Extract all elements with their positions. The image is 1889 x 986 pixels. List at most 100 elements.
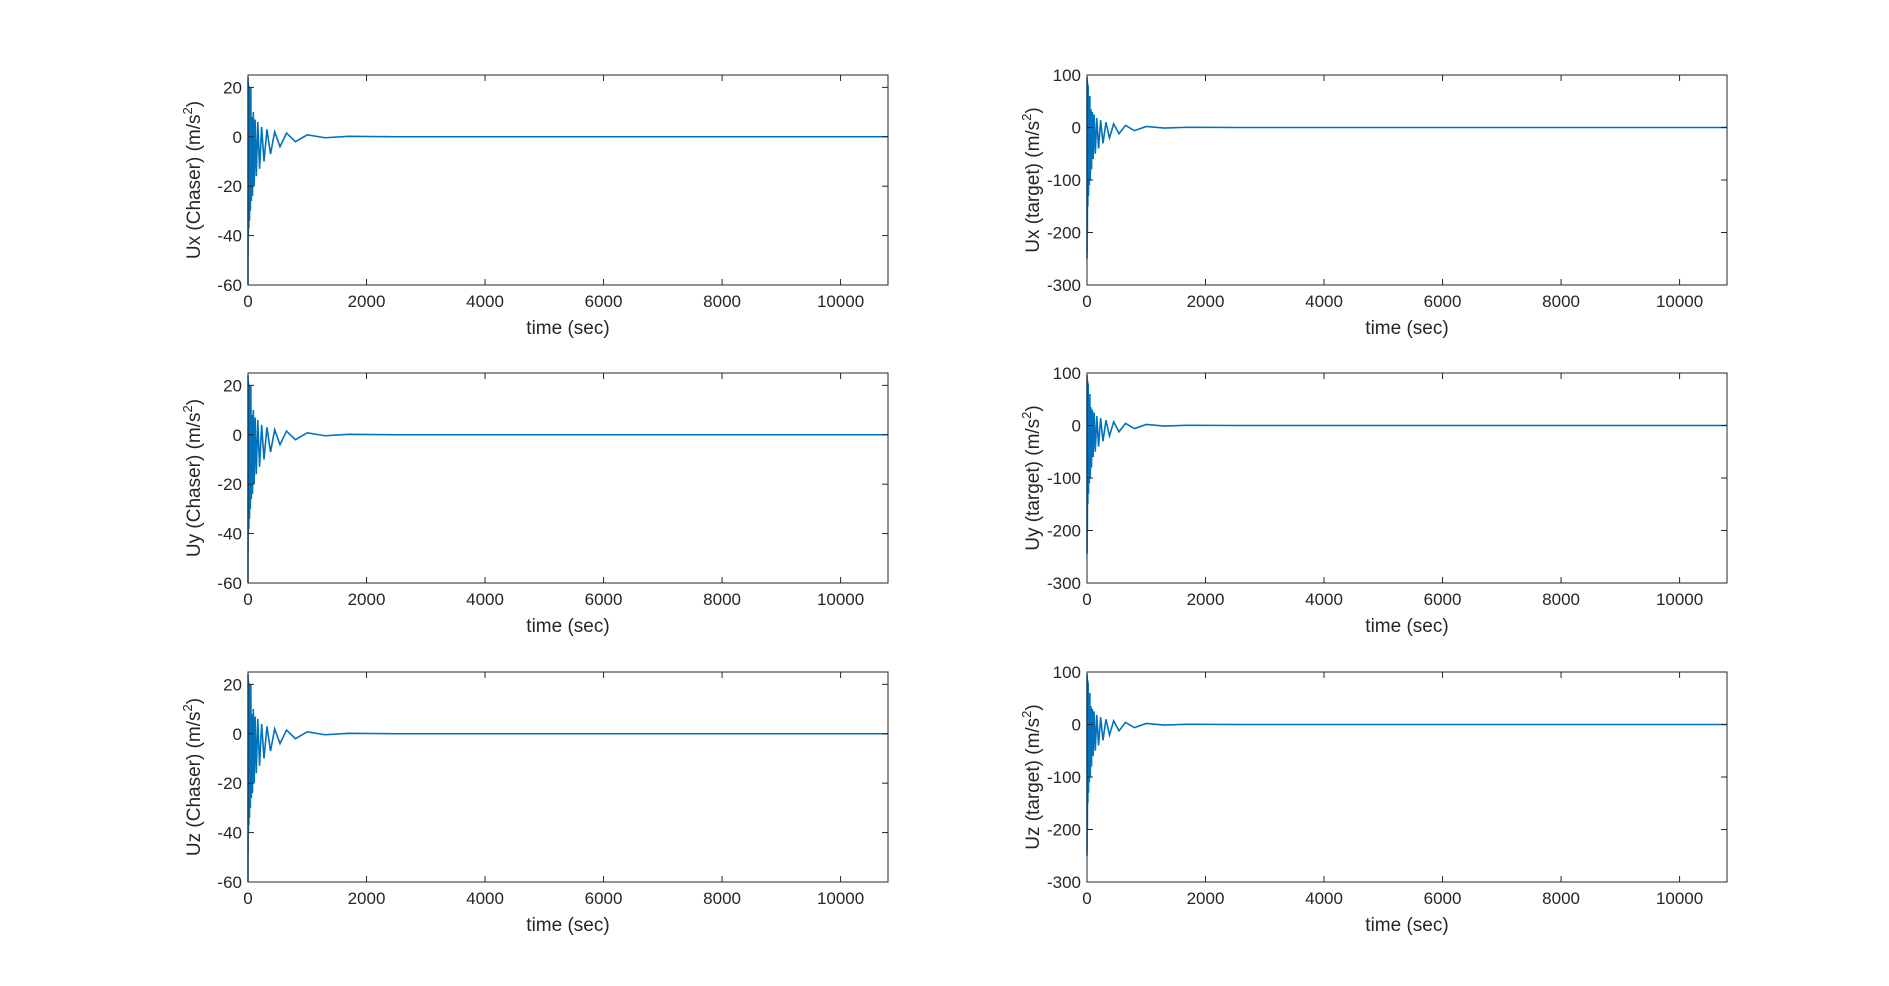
plot-area [248, 373, 888, 583]
x-tick-label: 0 [243, 590, 252, 609]
y-tick-label: 0 [1072, 119, 1081, 138]
y-axis-label: Uz (target) (m/s2) [1019, 704, 1044, 850]
y-tick-label: -100 [1047, 171, 1081, 190]
x-tick-label: 10000 [817, 292, 864, 311]
y-tick-label: 0 [233, 128, 242, 147]
x-tick-label: 2000 [348, 292, 386, 311]
x-tick-label: 6000 [585, 590, 623, 609]
x-tick-label: 10000 [817, 889, 864, 908]
x-axis-label: time (sec) [526, 318, 609, 339]
x-tick-label: 10000 [1656, 590, 1703, 609]
x-tick-label: 4000 [466, 889, 504, 908]
series-line-0 [247, 375, 888, 584]
plot-area [248, 75, 888, 285]
y-axis-label: Uy (target) (m/s2) [1019, 405, 1044, 551]
x-tick-label: 2000 [1187, 889, 1225, 908]
y-tick-label: -200 [1047, 522, 1081, 541]
y-axis-label-close: ) [1023, 107, 1044, 113]
x-tick-label: 6000 [585, 292, 623, 311]
y-tick-label: -300 [1047, 276, 1081, 295]
x-tick-label: 0 [1082, 590, 1091, 609]
y-tick-label: -40 [217, 227, 242, 246]
x-tick-label: 8000 [1542, 889, 1580, 908]
x-tick-label: 0 [1082, 889, 1091, 908]
y-tick-label: -20 [217, 475, 242, 494]
x-tick-label: 8000 [703, 292, 741, 311]
x-tick-label: 2000 [348, 889, 386, 908]
y-tick-label: 20 [223, 675, 242, 694]
subplot-uz-target: 0 2000 4000 6000 8000 10000 -300 -200 -100 0 100 ti… [1019, 663, 1728, 936]
x-tick-label: 10000 [1656, 292, 1703, 311]
subplot-uz-chaser: 0 2000 4000 6000 8000 10000 -60 -40 -20 0 20 time (… [180, 671, 889, 936]
axes-box [247, 671, 889, 883]
x-axis-label: time (sec) [1365, 616, 1448, 637]
plot-area [1087, 373, 1727, 583]
series-line-0 [247, 674, 888, 883]
y-tick-label: -100 [1047, 469, 1081, 488]
y-tick-label: 0 [1072, 417, 1081, 436]
y-tick-label: -200 [1047, 821, 1081, 840]
x-tick-label: 10000 [1656, 889, 1703, 908]
x-axis-label: time (sec) [526, 915, 609, 936]
y-axis-label-superscript: 2 [1019, 711, 1034, 718]
y-tick-label: 20 [223, 78, 242, 97]
x-tick-label: 2000 [348, 590, 386, 609]
subplot-ux-target: 0 2000 4000 6000 8000 10000 -300 -200 -100 0 100 ti… [1019, 66, 1728, 339]
y-tick-label: 0 [1072, 716, 1081, 735]
x-tick-label: 8000 [703, 590, 741, 609]
y-axis-label-superscript: 2 [180, 704, 195, 711]
y-tick-label: 0 [233, 426, 242, 445]
y-axis-label: Uy (Chaser) (m/s2) [180, 399, 205, 557]
y-tick-label: -60 [217, 276, 242, 295]
x-tick-label: 6000 [585, 889, 623, 908]
x-axis-label: time (sec) [1365, 318, 1448, 339]
y-tick-label: 100 [1053, 364, 1081, 383]
y-axis-label-text: Uy (target) (m/s [1023, 419, 1044, 551]
subplot-uy-chaser: 0 2000 4000 6000 8000 10000 -60 -40 -20 0 20 time (… [180, 372, 889, 637]
y-axis-label-close: ) [1023, 704, 1044, 710]
series-line-0 [1086, 77, 1727, 259]
y-axis-label-text: Ux (target) (m/s [1023, 121, 1044, 253]
y-tick-label: -20 [217, 774, 242, 793]
y-axis-label-superscript: 2 [180, 405, 195, 412]
y-axis-label-close: ) [184, 698, 205, 704]
x-axis-label: time (sec) [1365, 915, 1448, 936]
y-tick-label: -60 [217, 873, 242, 892]
x-tick-label: 4000 [1305, 590, 1343, 609]
y-tick-label: -40 [217, 824, 242, 843]
y-tick-label: -200 [1047, 224, 1081, 243]
series-line-0 [1086, 375, 1727, 555]
y-tick-label: -100 [1047, 768, 1081, 787]
y-axis-label: Ux (Chaser) (m/s2) [180, 101, 205, 259]
y-axis-label-superscript: 2 [1019, 412, 1034, 419]
axes-box [247, 74, 889, 286]
x-tick-label: 4000 [1305, 889, 1343, 908]
y-tick-label: -300 [1047, 873, 1081, 892]
x-tick-label: 8000 [703, 889, 741, 908]
plot-area [1087, 672, 1727, 882]
x-axis-label: time (sec) [526, 616, 609, 637]
y-axis-label-text: Ux (Chaser) (m/s [184, 114, 205, 259]
subplot-ux-chaser: 0 2000 4000 6000 8000 10000 -60 -40 -20 0 20 time (… [180, 74, 889, 339]
y-tick-label: 0 [233, 725, 242, 744]
axes-box [247, 372, 889, 584]
x-tick-label: 0 [1082, 292, 1091, 311]
x-tick-label: 10000 [817, 590, 864, 609]
x-tick-label: 8000 [1542, 292, 1580, 311]
y-tick-label: -20 [217, 177, 242, 196]
x-tick-label: 4000 [466, 292, 504, 311]
y-axis-label-superscript: 2 [1019, 114, 1034, 121]
y-axis-label-text: Uz (target) (m/s [1023, 718, 1044, 850]
x-tick-label: 2000 [1187, 590, 1225, 609]
plot-area [1087, 75, 1727, 285]
x-tick-label: 4000 [466, 590, 504, 609]
y-tick-label: -40 [217, 525, 242, 544]
series-line-0 [247, 77, 888, 286]
y-tick-label: 100 [1053, 66, 1081, 85]
y-tick-label: -60 [217, 574, 242, 593]
series-line-0 [1086, 674, 1727, 856]
x-tick-label: 6000 [1424, 889, 1462, 908]
x-tick-label: 0 [243, 889, 252, 908]
